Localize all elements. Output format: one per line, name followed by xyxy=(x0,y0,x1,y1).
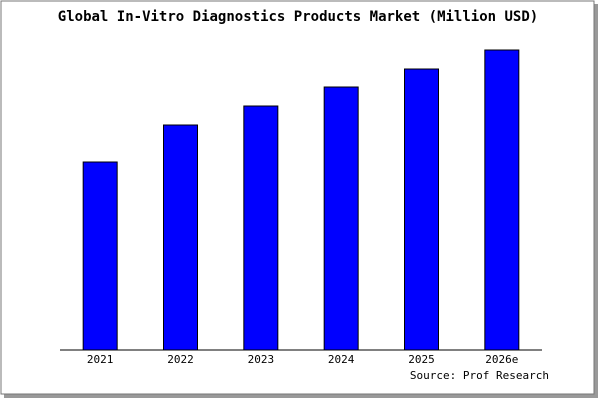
bar xyxy=(163,124,198,351)
plot-area xyxy=(60,48,542,350)
bar xyxy=(404,68,439,351)
x-tick-label: 2026e xyxy=(485,353,518,366)
chart-title: Global In-Vitro Diagnostics Products Mar… xyxy=(58,9,538,25)
x-tick-label: 2024 xyxy=(328,353,355,366)
source-note: Source: Prof Research xyxy=(410,369,549,382)
bar xyxy=(484,49,520,351)
bar xyxy=(323,86,359,351)
x-tick-label: 2025 xyxy=(408,353,435,366)
bar xyxy=(82,161,118,351)
x-tick-label: 2021 xyxy=(87,353,114,366)
bar xyxy=(243,105,279,351)
x-tick-label: 2022 xyxy=(167,353,194,366)
x-tick-label: 2023 xyxy=(248,353,275,366)
